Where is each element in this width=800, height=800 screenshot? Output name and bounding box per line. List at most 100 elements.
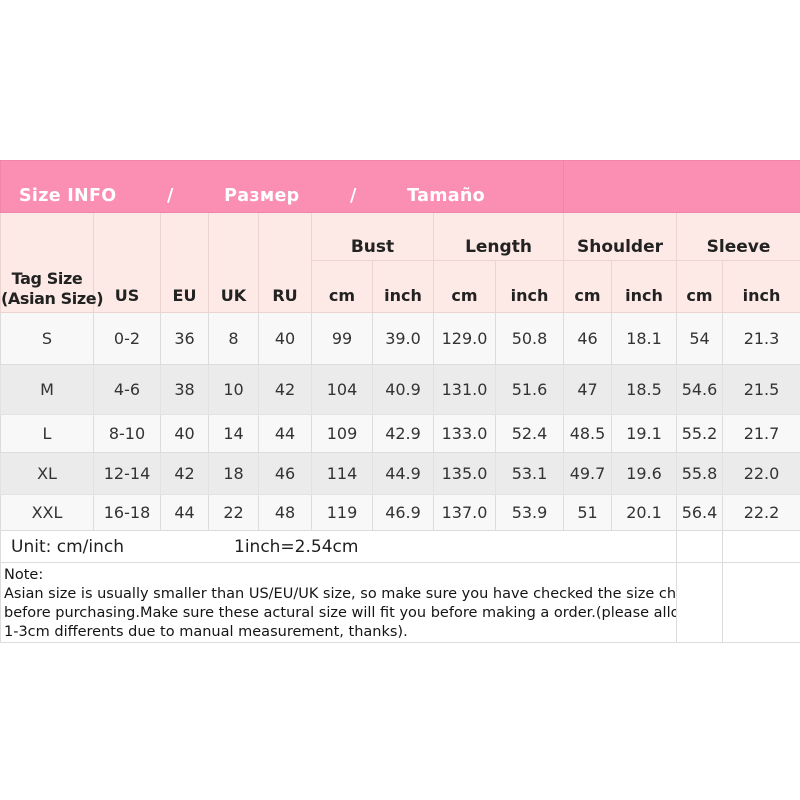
data-cell: 131.0: [433, 364, 496, 415]
data-cell: 21.7: [722, 414, 800, 453]
data-cell: 40.9: [372, 364, 434, 415]
data-cell: 12-14: [93, 452, 161, 495]
tag-cell: L: [0, 414, 94, 453]
data-cell: 0-2: [93, 312, 161, 365]
unit-header-sleeve-inch: inch: [722, 260, 800, 313]
data-cell: 22: [208, 494, 259, 531]
data-cell: 10: [208, 364, 259, 415]
data-cell: 36: [160, 312, 209, 365]
group-header-bust: Bust: [311, 212, 434, 261]
banner-empty-cell: [563, 160, 800, 213]
data-cell: 4-6: [93, 364, 161, 415]
corner-line-2: (Asian Size): [1, 289, 104, 308]
data-cell: 44.9: [372, 452, 434, 495]
data-cell: 48.5: [563, 414, 612, 453]
group-header-sleeve: Sleeve: [676, 212, 800, 261]
data-cell: 99: [311, 312, 373, 365]
data-cell: 55.2: [676, 414, 723, 453]
data-cell: 48: [258, 494, 312, 531]
note-title: Note:: [4, 567, 44, 583]
group-header-row: Tag Size (Asian Size) US EU UK RU Bust L…: [0, 212, 800, 313]
unit-header-shoulder-cm: cm: [563, 260, 612, 313]
col-header-eu: EU: [160, 212, 209, 313]
tag-cell: M: [0, 364, 94, 415]
banner-separator: /: [166, 186, 174, 206]
col-header-us: US: [93, 212, 161, 313]
data-cell: 46: [563, 312, 612, 365]
note-line-1: Asian size is usually smaller than US/EU…: [4, 586, 677, 602]
data-cell: 135.0: [433, 452, 496, 495]
empty-cell: [676, 562, 723, 643]
empty-cell: [722, 530, 800, 563]
data-cell: 129.0: [433, 312, 496, 365]
data-cell: 19.6: [611, 452, 677, 495]
tag-cell: S: [0, 312, 94, 365]
unit-header-length-cm: cm: [433, 260, 496, 313]
data-cell: 47: [563, 364, 612, 415]
data-cell: 18.5: [611, 364, 677, 415]
data-cell: 42: [258, 364, 312, 415]
data-cell: 18: [208, 452, 259, 495]
data-cell: 21.5: [722, 364, 800, 415]
data-cell: 49.7: [563, 452, 612, 495]
data-cell: 53.9: [495, 494, 564, 531]
size-chart-table: Size INFO / Размер / Tamaño Tag Size (As…: [0, 160, 800, 643]
data-cell: 19.1: [611, 414, 677, 453]
data-cell: 8-10: [93, 414, 161, 453]
unit-footer-row: Unit: cm/inch 1inch=2.54cm: [0, 530, 800, 563]
banner-title-cell: Size INFO / Размер / Tamaño: [0, 160, 564, 213]
data-cell: 109: [311, 414, 373, 453]
data-cell: 18.1: [611, 312, 677, 365]
data-cell: 16-18: [93, 494, 161, 531]
data-cell: 22.2: [722, 494, 800, 531]
data-cell: 104: [311, 364, 373, 415]
note-line-3: 1-3cm differents due to manual measureme…: [4, 624, 408, 640]
unit-label: Unit: cm/inch: [11, 536, 124, 557]
data-cell: 40: [258, 312, 312, 365]
data-cell: 54.6: [676, 364, 723, 415]
data-cell: 40: [160, 414, 209, 453]
unit-header-length-inch: inch: [495, 260, 564, 313]
col-header-ru: RU: [258, 212, 312, 313]
data-cell: 42.9: [372, 414, 434, 453]
data-cell: 51.6: [495, 364, 564, 415]
unit-header-bust-cm: cm: [311, 260, 373, 313]
unit-header-bust-inch: inch: [372, 260, 434, 313]
table-row-xxl: XXL 16-18 44 22 48 119 46.9 137.0 53.9 5…: [0, 494, 800, 531]
data-cell: 8: [208, 312, 259, 365]
unit-info-cell: Unit: cm/inch 1inch=2.54cm: [0, 530, 677, 563]
data-cell: 133.0: [433, 414, 496, 453]
data-cell: 20.1: [611, 494, 677, 531]
data-cell: 38: [160, 364, 209, 415]
banner-row: Size INFO / Размер / Tamaño: [0, 160, 800, 213]
group-header-shoulder: Shoulder: [563, 212, 677, 261]
corner-header-tag-size: Tag Size (Asian Size): [0, 212, 104, 313]
data-cell: 114: [311, 452, 373, 495]
banner-title-ru: Размер: [224, 186, 300, 206]
unit-header-sleeve-cm: cm: [676, 260, 723, 313]
table-row-s: S 0-2 36 8 40 99 39.0 129.0 50.8 46 18.1…: [0, 312, 800, 365]
unit-header-row: cm inch cm inch cm inch cm inch: [1, 260, 800, 313]
col-header-uk: UK: [208, 212, 259, 313]
tag-cell: XXL: [0, 494, 94, 531]
banner-title: Size INFO / Размер / Tamaño: [2, 186, 563, 212]
banner-title-es: Tamaño: [407, 186, 485, 206]
banner-title-en: Size INFO: [19, 186, 117, 206]
data-cell: 56.4: [676, 494, 723, 531]
banner-separator: /: [349, 186, 357, 206]
corner-line-1: Tag Size: [11, 269, 83, 288]
unit-header-shoulder-inch: inch: [611, 260, 677, 313]
data-cell: 52.4: [495, 414, 564, 453]
table-row-xl: XL 12-14 42 18 46 114 44.9 135.0 53.1 49…: [0, 452, 800, 495]
note-row: Note: Asian size is usually smaller than…: [0, 562, 800, 643]
data-cell: 55.8: [676, 452, 723, 495]
data-cell: 137.0: [433, 494, 496, 531]
data-cell: 46: [258, 452, 312, 495]
note-line-2: before purchasing.Make sure these actura…: [4, 605, 677, 621]
data-cell: 44: [258, 414, 312, 453]
table-row-l: L 8-10 40 14 44 109 42.9 133.0 52.4 48.5…: [0, 414, 800, 453]
data-cell: 44: [160, 494, 209, 531]
data-cell: 39.0: [372, 312, 434, 365]
tag-cell: XL: [0, 452, 94, 495]
